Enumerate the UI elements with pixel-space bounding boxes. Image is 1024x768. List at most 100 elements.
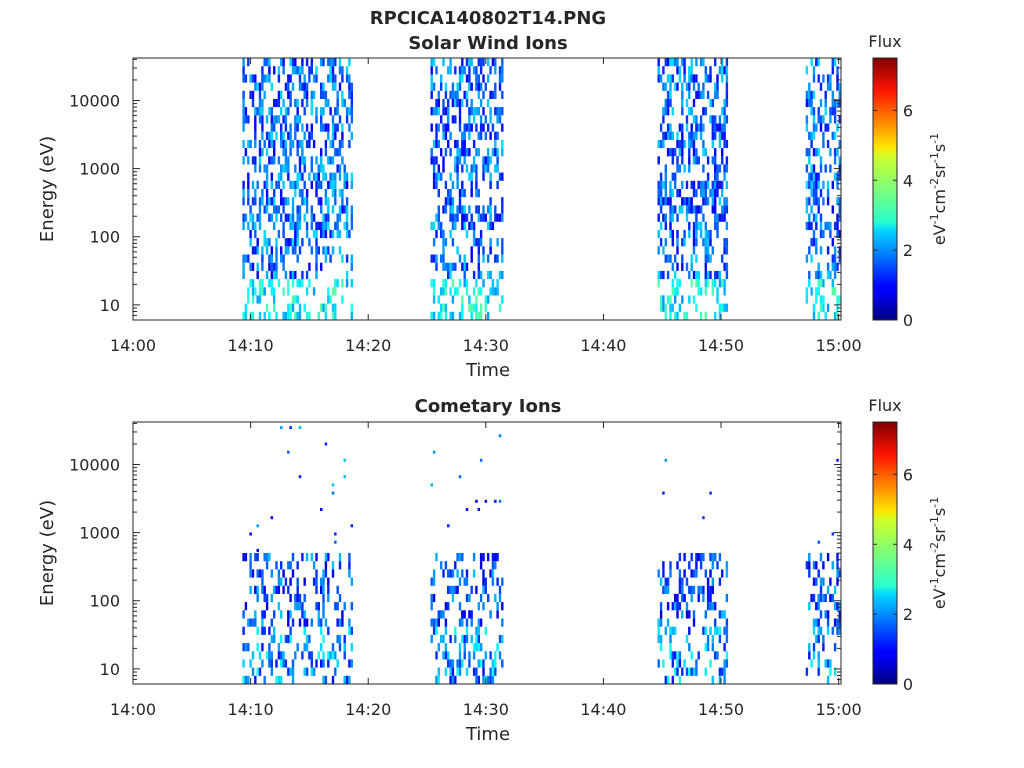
spectrogram-cell [714,311,717,320]
spectrogram-cell [683,66,686,75]
spectrogram-cell [463,279,466,288]
spectrogram-cell [690,262,693,271]
spectrogram-cell [265,180,269,189]
spectrogram-cell [315,262,318,271]
spectrogram-cell [308,651,311,660]
spectrogram-cell [341,197,344,206]
spectrogram-cell [303,82,306,91]
spectrogram-cell [482,74,485,83]
spectrogram-cell [461,131,464,140]
spectrogram-cell [242,626,245,635]
spectrogram-cell [706,643,710,652]
spectrogram-cell [838,254,841,263]
x-axis-ticks: 14:00 14:10 14:20 14:30 14:40 14:50 15:00 [110,422,862,719]
spectrogram-cell [817,593,820,603]
spectrogram-cell [817,172,820,181]
spectrogram-cell [244,254,248,263]
spectrogram-cell [699,115,703,124]
spectrogram-cell [331,66,335,75]
spectrogram-cell [458,74,462,83]
spectrogram-cell [258,115,262,124]
spectrogram-cell [662,491,665,495]
spectrogram-cell [273,115,276,124]
spectrogram-cell [350,262,353,271]
spectrogram-cell [454,139,457,149]
spectrogram-cell [664,82,667,91]
spectrogram-cell [690,131,693,140]
spectrogram-cell [324,311,328,320]
spectrogram-cell [310,107,313,116]
spectrogram-cell [440,287,443,296]
spectrogram-cell [721,610,724,619]
spectrogram-cell [810,131,813,140]
spectrogram-cell [315,659,318,668]
spectrogram-cell [451,675,455,684]
spectrogram-cell [310,659,313,668]
spectrogram-cell [315,602,318,611]
spectrogram-cell [725,98,729,108]
spectrogram-cell [472,667,476,676]
spectrogram-cell [444,651,448,660]
spectrogram-cell [838,156,841,165]
spectrogram-cell [676,593,679,603]
spectrogram-cell [810,254,813,263]
spectrogram-cell [341,123,344,132]
spectrogram-cell [242,58,245,67]
spectrogram-cell [432,238,436,247]
spectrogram-cell [350,180,353,189]
spectrogram-cell [444,123,448,132]
spectrogram-cell [348,561,351,570]
spectrogram-cell [282,254,285,263]
spectrogram-cell [718,213,722,222]
spectrogram-cell [322,651,325,660]
spectrogram-cell [666,58,670,67]
spectrogram-cell [430,66,433,75]
spectrogram-cell [273,626,276,635]
spectrogram-cell [289,426,292,430]
spectrogram-cell [331,651,335,660]
spectrogram-cell [430,107,433,116]
spectrogram-cell [247,618,250,627]
spectrogram-cell [282,229,285,239]
spectrogram-cell [287,90,290,99]
spectrogram-cell [268,659,271,668]
spectrogram-cell [669,205,672,214]
spectrogram-cell [817,287,820,296]
spectrogram-cell [461,189,464,198]
spectrogram-cell [477,107,480,116]
spectrogram-cell [723,123,726,132]
spectrogram-cell [315,254,318,263]
spectrogram-cell [301,610,304,619]
spectrogram-cell [695,659,698,668]
spectrogram-cell [270,651,273,660]
spectrogram-cell [251,569,255,578]
spectrogram-cell [718,311,722,320]
spectrogram-cell [475,205,478,214]
spectrogram-cell [345,197,349,206]
spectrogram-cell [501,270,504,280]
spectrogram-cell [711,205,714,214]
spectrogram-cell [494,287,497,296]
spectrogram-cell [706,156,710,165]
spectrogram-cell [291,139,295,149]
spectrogram-cell [242,643,245,652]
spectrogram-cell [812,189,816,198]
spectrogram-cell [261,131,264,140]
spectrogram-cell [324,254,328,263]
spectrogram-cell [702,58,705,67]
spectrogram-cell [718,675,722,684]
spectrogram-cell [301,58,304,67]
spectrogram-cell [688,148,691,157]
spectrogram-cell [688,205,691,214]
spectrogram-cell [487,58,490,67]
spectrogram-cell [475,172,478,181]
spectrogram-cell [261,148,264,157]
spectrogram-cell [674,205,677,214]
spectrogram-cell [254,82,257,91]
spectrogram-cell [723,246,726,255]
spectrogram-cell [501,66,504,75]
spectrogram-cell [810,180,813,189]
spectrogram-cell [468,659,471,668]
spectrogram-cell [249,532,252,536]
spectrogram-cell [254,618,257,627]
